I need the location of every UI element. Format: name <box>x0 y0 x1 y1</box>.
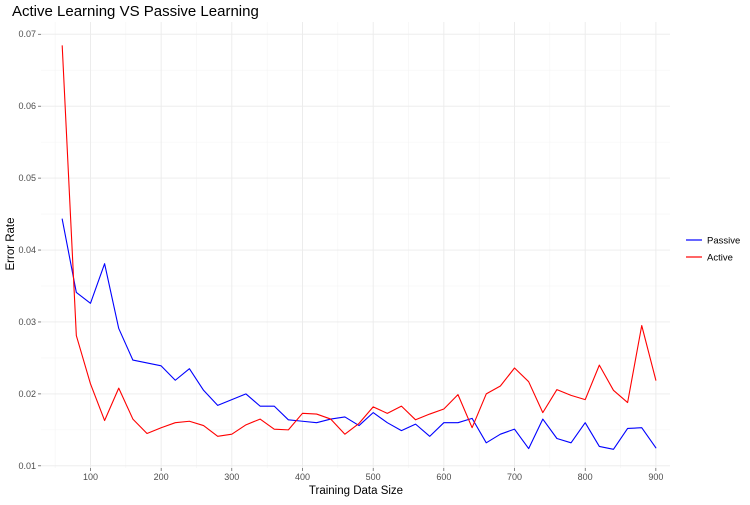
legend: Passive Active <box>686 236 740 264</box>
y-tick-label: 0.05 <box>18 173 36 183</box>
y-axis: 0.01 0.02 0.03 0.04 0.05 0.06 0.07 <box>18 29 41 471</box>
series-line-passive <box>61 218 657 450</box>
chart-title: Active Learning VS Passive Learning <box>12 3 259 20</box>
grid <box>41 22 670 468</box>
y-tick-label: 0.06 <box>18 101 36 111</box>
x-tick-label: 700 <box>507 472 522 482</box>
x-axis: 100 200 300 400 500 600 700 800 900 <box>83 468 663 482</box>
legend-label-active: Active <box>707 253 733 264</box>
x-axis-title: Training Data Size <box>309 485 403 497</box>
y-tick-label: 0.02 <box>18 389 36 399</box>
x-tick-label: 600 <box>436 472 451 482</box>
x-tick-label: 500 <box>366 472 381 482</box>
y-tick-label: 0.03 <box>18 317 36 327</box>
legend-label-passive: Passive <box>707 236 740 247</box>
y-tick-label: 0.07 <box>18 29 36 39</box>
y-tick-label: 0.01 <box>18 461 36 471</box>
x-tick-label: 100 <box>83 472 98 482</box>
series-line-active <box>61 45 657 437</box>
x-tick-label: 200 <box>154 472 169 482</box>
series-lines <box>61 45 657 450</box>
x-tick-label: 300 <box>224 472 239 482</box>
x-tick-label: 800 <box>578 472 593 482</box>
y-axis-title: Error Rate <box>5 217 17 270</box>
x-tick-label: 900 <box>648 472 663 482</box>
x-tick-label: 400 <box>295 472 310 482</box>
y-tick-label: 0.04 <box>18 245 36 255</box>
